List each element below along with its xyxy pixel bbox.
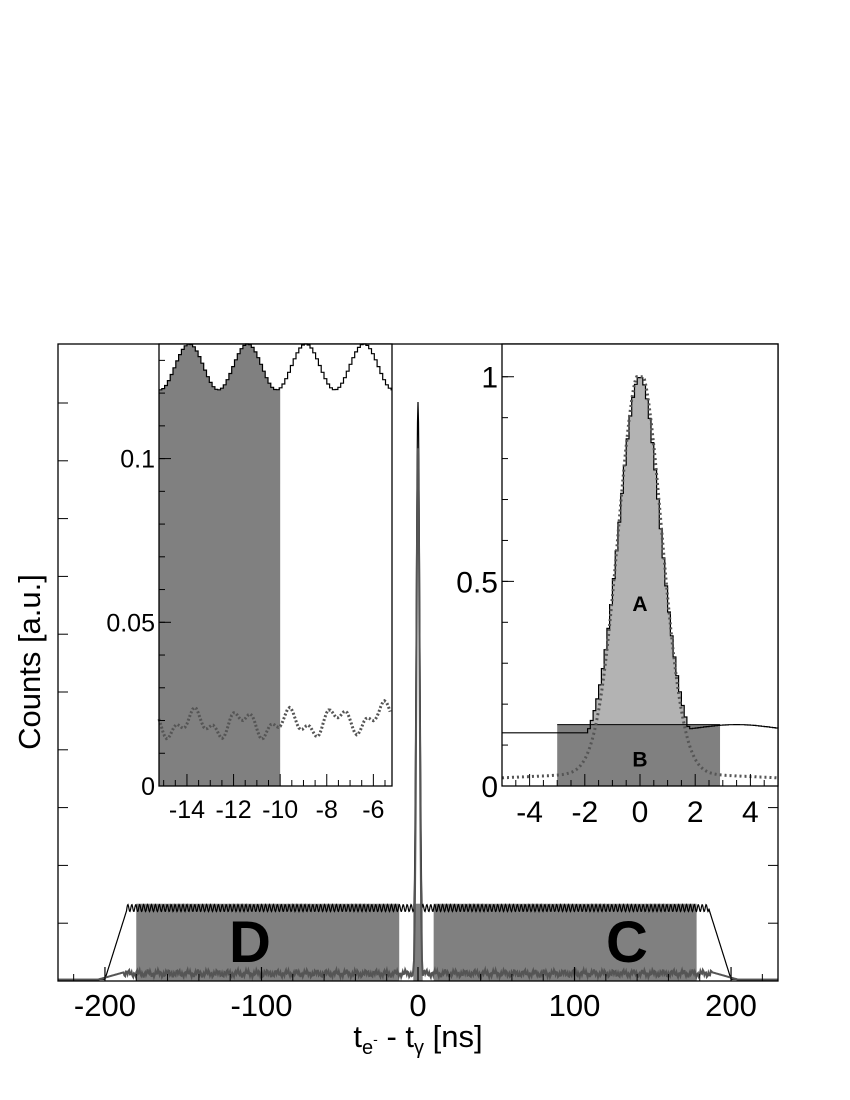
inset-left-xtick-label: -10: [262, 796, 298, 824]
inset-right: A B -4 -2 0 2 4 0 0.5 1: [456, 343, 779, 829]
main-xtick-label: -100: [230, 988, 292, 1023]
inset-left: -14 -12 -10 -8 -6 0 0.05 0.1: [106, 343, 393, 824]
inset-right-xtick-label: -2: [571, 796, 598, 829]
inset-left-series-dotted: [157, 698, 392, 741]
main-xtick-label: -200: [74, 988, 136, 1023]
y-axis-label: Counts [a.u.]: [12, 574, 47, 750]
inset-left-xtick-label: -6: [362, 796, 384, 824]
inset-right-ytick-label: 0: [481, 771, 498, 804]
x-axis-label: te- - tγ [ns]: [353, 1019, 482, 1059]
main-region-c: [433, 903, 697, 981]
inset-left-shaded-fill: [159, 344, 281, 786]
main-region-label-c: C: [606, 910, 648, 975]
main-series-black: [58, 401, 778, 980]
inset-left-frame: [158, 343, 393, 787]
main-region-center: [413, 903, 423, 981]
inset-right-ytick-label: 1: [481, 362, 498, 395]
inset-right-region-a: [557, 377, 720, 725]
inset-right-series-dotted: [502, 375, 778, 780]
inset-left-xtick-label: -8: [316, 796, 338, 824]
inset-left-series-black: [159, 343, 392, 391]
inset-right-xtick-label: 0: [632, 796, 649, 829]
main-region-label-d: D: [229, 910, 271, 975]
inset-right-xtick-label: -4: [516, 796, 543, 829]
inset-right-region-label-b: B: [632, 748, 647, 771]
inset-right-xtick-label: 4: [742, 796, 759, 829]
inset-left-xtick-label: -14: [169, 796, 205, 824]
main-xtick-label: 200: [705, 988, 757, 1023]
main-series-gray: [58, 448, 778, 982]
inset-right-region-label-a: A: [632, 593, 647, 616]
main-xtick-label: 0: [409, 988, 426, 1023]
inset-right-xtick-label: 2: [687, 796, 704, 829]
inset-left-ytick-label: 0.05: [106, 609, 155, 637]
inset-left-xtick-label: -12: [215, 796, 251, 824]
inset-right-ytick-label: 0.5: [456, 566, 498, 599]
inset-left-ytick-label: 0.1: [120, 446, 155, 474]
inset-left-ytick-label: 0: [141, 773, 155, 801]
main-xtick-label: 100: [549, 988, 601, 1023]
